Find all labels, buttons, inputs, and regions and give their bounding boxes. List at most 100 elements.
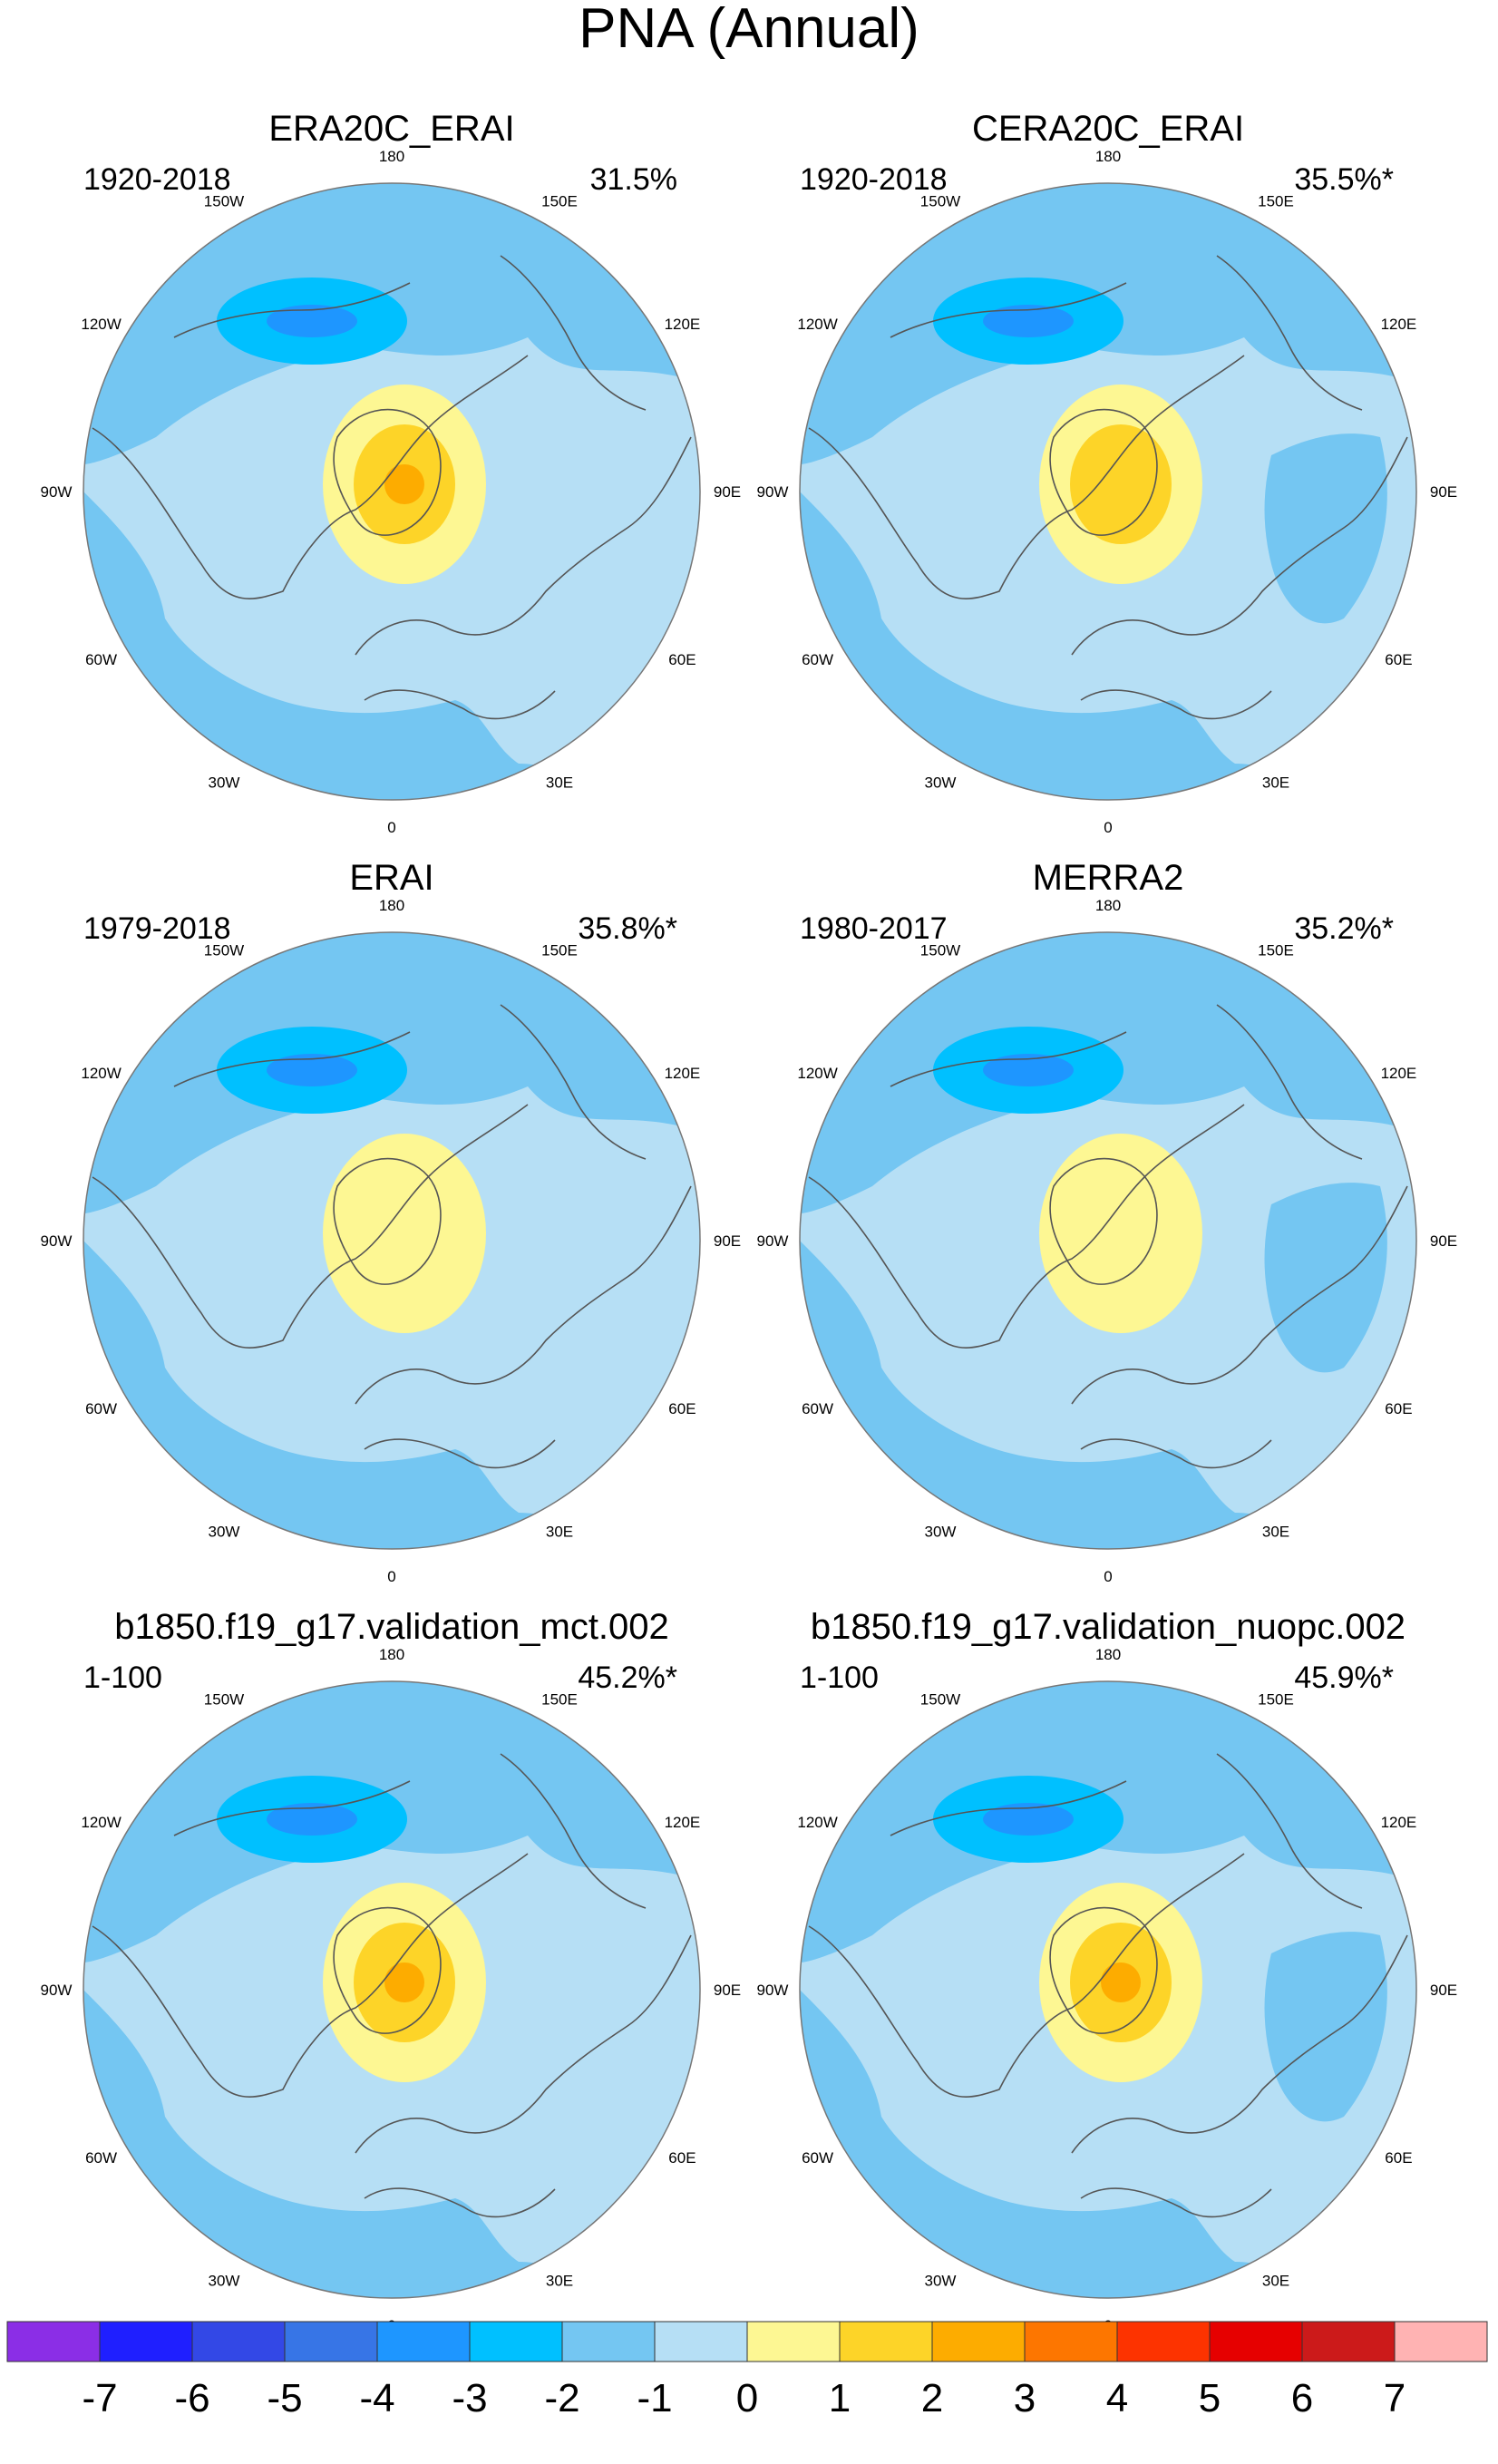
coastline bbox=[173, 1780, 411, 1836]
longitude-label: 60E bbox=[668, 651, 696, 668]
negative-region bbox=[1264, 1932, 1387, 2122]
longitude-label: 120E bbox=[1381, 1814, 1417, 1831]
longitude-label: 30W bbox=[209, 774, 240, 791]
panel-title: b1850.f19_g17.validation_nuopc.002 bbox=[811, 1607, 1406, 1647]
panel-period: 1920-2018 bbox=[83, 162, 231, 197]
coastline bbox=[1216, 255, 1363, 411]
panel-title: b1850.f19_g17.validation_mct.002 bbox=[114, 1607, 669, 1647]
colorbar-swatch bbox=[839, 2321, 933, 2362]
panel-period: 1980-2017 bbox=[800, 911, 948, 946]
coastline bbox=[92, 1104, 529, 1349]
colorbar-tick-label: -5 bbox=[267, 2376, 302, 2420]
map-panel: b1850.f19_g17.validation_nuopc.002 1-100 4… bbox=[757, 1607, 1458, 2334]
negative-region bbox=[800, 1241, 1317, 1549]
coastline bbox=[1071, 1934, 1408, 2154]
map-border bbox=[83, 182, 701, 801]
colorbar-swatch bbox=[6, 2321, 101, 2362]
longitude-label: 150E bbox=[1258, 1691, 1294, 1709]
longitude-label: 120E bbox=[665, 1814, 701, 1831]
coastline bbox=[500, 255, 647, 411]
longitude-label: 120W bbox=[81, 1814, 121, 1831]
longitude-label: 90E bbox=[1430, 1232, 1457, 1250]
longitude-label: 60W bbox=[802, 2149, 833, 2167]
longitude-label: 180 bbox=[1095, 897, 1121, 914]
longitude-label: 90E bbox=[714, 1232, 741, 1250]
colorbar-swatch bbox=[1024, 2321, 1118, 2362]
longitude-label: 30E bbox=[1262, 774, 1289, 791]
low-contour bbox=[983, 1803, 1074, 1836]
high-contour bbox=[384, 464, 424, 504]
coastline bbox=[808, 1104, 1245, 1349]
coastline bbox=[1080, 689, 1272, 720]
map-border bbox=[799, 1680, 1417, 2299]
panel-variance: 35.8%* bbox=[578, 911, 677, 946]
colorbar-tick-label: 1 bbox=[829, 2376, 851, 2420]
coastline bbox=[364, 1438, 556, 1469]
longitude-label: 60W bbox=[85, 651, 117, 668]
panel-title: ERAI bbox=[349, 858, 433, 898]
panel-variance: 35.5%* bbox=[1294, 162, 1394, 197]
colorbar-tick-label: 3 bbox=[1014, 2376, 1036, 2420]
map-panel: CERA20C_ERAI 1920-2018 35.5%* 180 150E 120E 90… bbox=[757, 109, 1458, 836]
map-border bbox=[799, 931, 1417, 1550]
coastline bbox=[500, 1753, 647, 1909]
colorbar-tick-label: -4 bbox=[359, 2376, 394, 2420]
colorbar-tick-label: 0 bbox=[736, 2376, 758, 2420]
longitude-label: 120E bbox=[665, 316, 701, 333]
longitude-label: 60E bbox=[668, 2149, 696, 2167]
coastline bbox=[1049, 1157, 1158, 1285]
coastline bbox=[355, 1185, 692, 1405]
coastline bbox=[364, 2187, 556, 2218]
longitude-label: 90E bbox=[714, 483, 741, 501]
coastline bbox=[500, 1004, 647, 1160]
longitude-label: 90W bbox=[757, 1982, 789, 1999]
map-border bbox=[83, 1680, 701, 2299]
coastline bbox=[1049, 1906, 1158, 2034]
longitude-label: 150W bbox=[204, 1691, 244, 1709]
longitude-label: 60E bbox=[1385, 651, 1412, 668]
longitude-label: 90E bbox=[1430, 1982, 1457, 1999]
longitude-label: 150W bbox=[204, 942, 244, 959]
coastline bbox=[890, 282, 1127, 338]
colorbar-swatch bbox=[1209, 2321, 1303, 2362]
longitude-label: 150E bbox=[1258, 942, 1294, 959]
colorbar-tick-label: 6 bbox=[1291, 2376, 1313, 2420]
coastline bbox=[92, 355, 529, 599]
colorbar-swatch bbox=[654, 2321, 748, 2362]
colorbar-tick-label: -3 bbox=[452, 2376, 487, 2420]
panel-title: CERA20C_ERAI bbox=[972, 109, 1244, 149]
panel-variance: 45.9%* bbox=[1294, 1661, 1394, 1695]
colorbar-swatch bbox=[746, 2321, 841, 2362]
coastline bbox=[890, 1031, 1127, 1087]
longitude-label: 30E bbox=[1262, 2272, 1289, 2289]
longitude-label: 60W bbox=[85, 2149, 117, 2167]
longitude-label: 120W bbox=[81, 1065, 121, 1082]
longitude-label: 0 bbox=[1104, 1568, 1112, 1585]
longitude-label: 150W bbox=[920, 942, 960, 959]
longitude-label: 30W bbox=[209, 2272, 240, 2289]
negative-region bbox=[1264, 1183, 1387, 1373]
longitude-label: 60E bbox=[1385, 2149, 1412, 2167]
longitude-label: 30W bbox=[925, 2272, 957, 2289]
coastline bbox=[355, 1934, 692, 2154]
map-border bbox=[83, 931, 701, 1550]
longitude-label: 0 bbox=[1104, 819, 1112, 836]
coastline bbox=[364, 689, 556, 720]
map-border bbox=[799, 182, 1417, 801]
colorbar-swatch bbox=[191, 2321, 286, 2362]
longitude-label: 90W bbox=[41, 1982, 73, 1999]
negative-region bbox=[800, 1990, 1317, 2298]
longitude-label: 90W bbox=[41, 1232, 73, 1250]
longitude-label: 90E bbox=[714, 1982, 741, 1999]
map-panel: MERRA2 1980-2017 35.2%* 180 150E 120E 90E 60E 30… bbox=[757, 858, 1458, 1585]
panel-variance: 31.5% bbox=[590, 162, 677, 197]
panel-title: MERRA2 bbox=[1033, 858, 1184, 898]
high-contour bbox=[323, 1134, 486, 1333]
high-contour bbox=[384, 1962, 424, 2002]
longitude-label: 30E bbox=[546, 1523, 573, 1540]
colorbar-tick-label: 4 bbox=[1106, 2376, 1128, 2420]
